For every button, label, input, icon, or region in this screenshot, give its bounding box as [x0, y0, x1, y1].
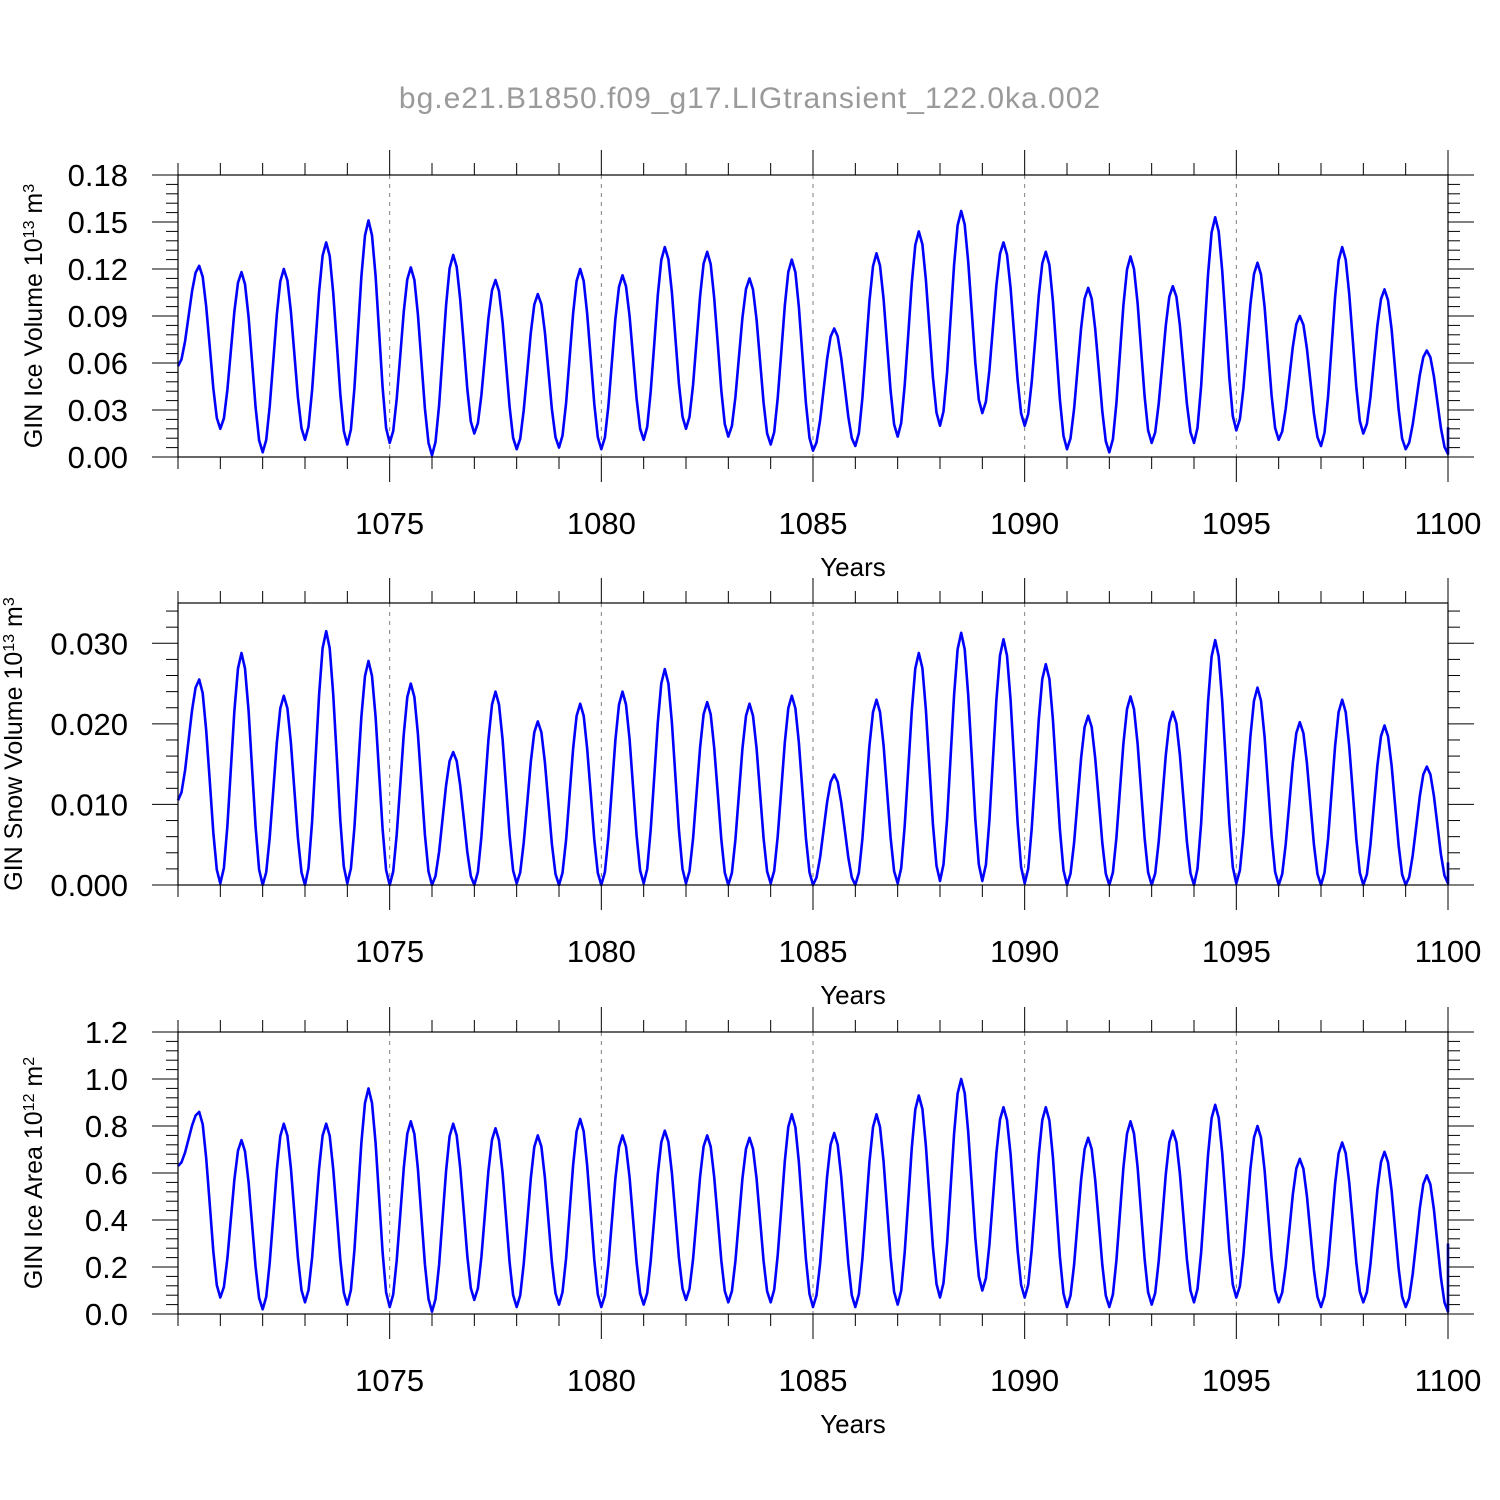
y-axis-title-text: m: [0, 606, 28, 634]
x-axis-title: Years: [820, 980, 886, 1010]
x-tick-label: 1075: [355, 934, 424, 969]
y-tick-label: 0.18: [68, 158, 128, 193]
series-line: [176, 629, 1450, 887]
y-axis-title-superscript: 2: [21, 1057, 38, 1066]
x-tick-label: 1085: [779, 934, 848, 969]
y-axis-title-text: GIN Ice Volume 10: [20, 238, 48, 448]
y-tick-label: 0.6: [85, 1156, 128, 1191]
series-line: [176, 209, 1450, 457]
y-tick-label: 0.2: [85, 1250, 128, 1285]
y-axis-title-superscript: 3: [1, 597, 18, 606]
plot-frame: [177, 602, 1449, 886]
panel-2: 1075 1080 1085 1090 1095 1100 Years 0.000 0.010 0…: [0, 578, 1481, 1010]
y-tick-label: 0.12: [68, 252, 128, 287]
y-axis-title-superscript: 13: [1, 634, 18, 652]
y-tick-label: 0.15: [68, 205, 128, 240]
series-line: [177, 1077, 1450, 1313]
y-axis-title-superscript: 3: [21, 184, 38, 193]
y-tick-label: 1.2: [85, 1015, 128, 1050]
chart-title: bg.e21.B1850.f09_g17.LIGtransient_122.0k…: [398, 82, 1102, 115]
y-axis-title-superscript: 12: [21, 1093, 38, 1111]
plot-frame: [177, 174, 1449, 458]
y-tick-label: 0.000: [50, 868, 128, 903]
y-tick-label: 1.0: [85, 1062, 128, 1097]
y-tick-label: 0.8: [85, 1109, 128, 1144]
x-tick-label: 1095: [1202, 934, 1271, 969]
panel-3: 1075 1080 1085 1090 1095 1100 Years 0.0 0.2 0.4 0.…: [20, 1007, 1481, 1439]
y-axis-title: GIN Ice Volume 1013 m3: [20, 184, 48, 448]
y-tick-label: 0.030: [50, 626, 128, 661]
panel-1: 1075 1080 1085 1090 1095 1100 Years 0.00 0.03 0.0…: [20, 150, 1481, 582]
x-tick-label: 1080: [567, 1363, 636, 1398]
y-axis-title-text: m: [20, 1066, 48, 1094]
y-axis-title-superscript: 13: [21, 220, 38, 238]
y-tick-label: 0.09: [68, 299, 128, 334]
y-tick-label: 0.0: [85, 1297, 128, 1332]
x-tick-label: 1090: [990, 934, 1059, 969]
y-axis-title: GIN Snow Volume 1013 m3: [0, 597, 28, 891]
x-tick-label: 1100: [1415, 1363, 1482, 1398]
y-axis-title-text: GIN Ice Area 10: [20, 1111, 48, 1289]
x-tick-label: 1100: [1415, 506, 1482, 541]
x-tick-label: 1095: [1202, 1363, 1271, 1398]
x-tick-label: 1080: [567, 506, 636, 541]
y-axis-title-text: GIN Snow Volume 10: [0, 652, 28, 891]
x-axis-title: Years: [820, 1409, 886, 1439]
y-tick-label: 0.020: [50, 707, 128, 742]
x-tick-label: 1090: [990, 506, 1059, 541]
x-tick-label: 1100: [1415, 934, 1482, 969]
y-tick-label: 0.010: [50, 787, 128, 822]
x-tick-label: 1080: [567, 934, 636, 969]
plot-frame: [177, 1031, 1449, 1315]
x-tick-label: 1085: [779, 1363, 848, 1398]
x-tick-label: 1090: [990, 1363, 1059, 1398]
y-tick-label: 0.4: [85, 1203, 128, 1238]
y-tick-label: 0.03: [68, 393, 128, 428]
x-tick-label: 1075: [355, 506, 424, 541]
x-tick-label: 1085: [779, 506, 848, 541]
y-tick-label: 0.06: [68, 346, 128, 381]
y-axis-title: GIN Ice Area 1012 m2: [20, 1057, 48, 1289]
y-axis-title-text: m: [20, 193, 48, 221]
x-tick-label: 1075: [355, 1363, 424, 1398]
y-tick-label: 0.00: [68, 440, 128, 475]
x-tick-label: 1095: [1202, 506, 1271, 541]
x-axis-title: Years: [820, 552, 886, 582]
